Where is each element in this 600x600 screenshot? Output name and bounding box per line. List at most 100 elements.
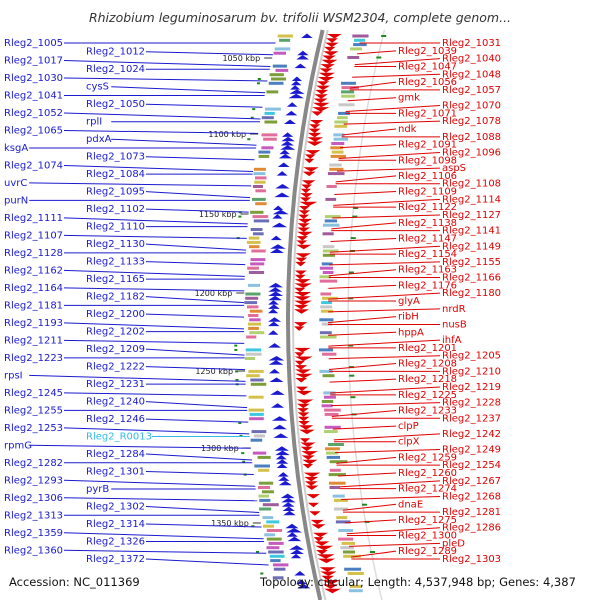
gene-label[interactable]: hppA	[398, 327, 424, 338]
gene-label[interactable]: Rleg2_1088	[442, 132, 501, 143]
gene-label[interactable]: Rleg2_1149	[442, 241, 501, 252]
gene-label[interactable]: Rleg2_1193	[4, 318, 63, 329]
gene-label[interactable]: Rleg2_1301	[86, 467, 145, 478]
gene-label[interactable]: Rleg2_1163	[398, 265, 457, 276]
gene-label[interactable]: Rleg2_1122	[398, 202, 457, 213]
gene-label[interactable]: Rleg2_1231	[86, 379, 145, 390]
gene-label[interactable]: Rleg2_1133	[86, 257, 145, 268]
gene-label[interactable]: Rleg2_1050	[86, 99, 145, 110]
gene-label[interactable]: cysS	[86, 82, 109, 93]
gene-label[interactable]: nrdR	[442, 304, 466, 315]
gene-label[interactable]: aspS	[442, 163, 466, 174]
gene-label[interactable]: Rleg2_1228	[442, 398, 501, 409]
gene-label[interactable]: Rleg2_1233	[398, 405, 457, 416]
gene-label[interactable]: Rleg2_1302	[86, 502, 145, 513]
gene-label[interactable]: Rleg2_1039	[398, 46, 457, 57]
gene-label[interactable]: Rleg2_1313	[4, 510, 63, 521]
gene-label[interactable]: Rleg2_R0013	[86, 432, 152, 443]
gene-label[interactable]: gmk	[398, 93, 420, 104]
gene-label[interactable]: Rleg2_1138	[398, 218, 457, 229]
gene-label[interactable]: Rleg2_1111	[4, 213, 63, 224]
gene-label[interactable]: Rleg2_1176	[398, 280, 457, 291]
gene-label[interactable]: Rleg2_1091	[398, 140, 457, 151]
gene-label[interactable]: Rleg2_1017	[4, 55, 63, 66]
gene-label[interactable]: Rleg2_1065	[4, 125, 63, 136]
gene-label[interactable]: Rleg2_1130	[86, 239, 145, 250]
gene-label[interactable]: Rleg2_1208	[398, 359, 457, 370]
gene-label[interactable]: Rleg2_1141	[442, 226, 501, 237]
gene-label[interactable]: Rleg2_1360	[4, 545, 63, 556]
gene-label[interactable]: clpP	[398, 421, 419, 432]
gene-label[interactable]: Rleg2_1225	[398, 390, 457, 401]
gene-label[interactable]: Rleg2_1200	[86, 309, 145, 320]
gene-label[interactable]: Rleg2_1128	[4, 248, 63, 259]
gene-label[interactable]: Rleg2_1268	[442, 491, 501, 502]
gene-label[interactable]: Rleg2_1096	[442, 147, 501, 158]
gene-label[interactable]: rplI	[86, 117, 102, 128]
gene-label[interactable]: Rleg2_1155	[442, 257, 501, 268]
gene-label[interactable]: Rleg2_1246	[86, 414, 145, 425]
gene-labels[interactable]: Rleg2_1005 Rleg2_1012 Rleg2_1017 Rleg2_1024…	[4, 38, 501, 565]
gene-label[interactable]: purN	[4, 195, 28, 206]
gene-label[interactable]: Rleg2_1274	[398, 484, 457, 495]
gene-label[interactable]: Rleg2_1106	[398, 171, 457, 182]
gene-label[interactable]: clpX	[398, 437, 420, 448]
gene-label[interactable]: Rleg2_1030	[4, 73, 63, 84]
gene-label[interactable]: Rleg2_1293	[4, 475, 63, 486]
gene-label[interactable]: Rleg2_1074	[4, 160, 63, 171]
gene-label[interactable]: Rleg2_1098	[398, 155, 457, 166]
gene-label[interactable]: Rleg2_1223	[4, 353, 63, 364]
gene-label[interactable]: Rleg2_1303	[442, 554, 501, 565]
gene-label[interactable]: Rleg2_1078	[442, 116, 501, 127]
gene-label[interactable]: Rleg2_1164	[4, 283, 63, 294]
gene-label[interactable]: Rleg2_1260	[398, 468, 457, 479]
gene-label[interactable]: Rleg2_1275	[398, 515, 457, 526]
gene-label[interactable]: Rleg2_1242	[442, 429, 501, 440]
gene-label[interactable]: Rleg2_1210	[442, 366, 501, 377]
gene-label[interactable]: Rleg2_1267	[442, 476, 501, 487]
gene-label[interactable]: Rleg2_1245	[4, 388, 63, 399]
gene-label[interactable]: Rleg2_1108	[442, 179, 501, 190]
gene-label[interactable]: Rleg2_1182	[86, 292, 145, 303]
gene-label[interactable]: Rleg2_1372	[86, 554, 145, 565]
gene-label[interactable]: Rleg2_1109	[398, 187, 457, 198]
gene-label[interactable]: glyA	[398, 296, 420, 307]
gene-label[interactable]: Rleg2_1218	[398, 374, 457, 385]
gene-label[interactable]: Rleg2_1071	[398, 108, 457, 119]
gene-label[interactable]: pdxA	[86, 134, 112, 145]
gene-label[interactable]: rpmG	[4, 440, 32, 451]
gene-label[interactable]: Rleg2_1286	[442, 523, 501, 534]
gene-label[interactable]: pleD	[442, 538, 465, 549]
gene-label[interactable]: Rleg2_1154	[398, 249, 457, 260]
gene-label[interactable]: Rleg2_1166	[442, 273, 501, 284]
gene-label[interactable]: Rleg2_1255	[4, 405, 63, 416]
gene-label[interactable]: nusB	[442, 319, 467, 330]
gene-label[interactable]: Rleg2_1165	[86, 274, 145, 285]
gene-label[interactable]: ribH	[398, 312, 419, 323]
gene-label[interactable]: pyrB	[86, 484, 109, 495]
gene-label[interactable]: Rleg2_1306	[4, 493, 63, 504]
gene-label[interactable]: Rleg2_1127	[442, 210, 501, 221]
gene-label[interactable]: Rleg2_1289	[398, 546, 457, 557]
gene-label[interactable]: rpsI	[4, 370, 23, 381]
gene-label[interactable]: ihfA	[442, 335, 462, 346]
gene-label[interactable]: Rleg2_1070	[442, 101, 501, 112]
gene-label[interactable]: Rleg2_1102	[86, 204, 145, 215]
gene-label[interactable]: Rleg2_1181	[4, 300, 63, 311]
gene-label[interactable]: Rleg2_1107	[4, 230, 63, 241]
gene-label[interactable]: Rleg2_1253	[4, 423, 63, 434]
gene-label[interactable]: Rleg2_1219	[442, 382, 501, 393]
gene-label[interactable]: Rleg2_1056	[398, 77, 457, 88]
gene-label[interactable]: Rleg2_1147	[398, 233, 457, 244]
gene-label[interactable]: Rleg2_1237	[442, 413, 501, 424]
gene-label[interactable]: Rleg2_1031	[442, 38, 501, 49]
gene-label[interactable]: Rleg2_1040	[442, 54, 501, 65]
gene-label[interactable]: Rleg2_1052	[4, 108, 63, 119]
gene-label[interactable]: Rleg2_1284	[86, 449, 145, 460]
gene-label[interactable]: dnaE	[398, 499, 423, 510]
gene-label[interactable]: Rleg2_1249	[442, 445, 501, 456]
gene-label[interactable]: Rleg2_1222	[86, 362, 145, 373]
gene-label[interactable]: Rleg2_1300	[398, 531, 457, 542]
gene-label[interactable]: uvrC	[4, 178, 27, 189]
gene-label[interactable]: Rleg2_1314	[86, 519, 145, 530]
